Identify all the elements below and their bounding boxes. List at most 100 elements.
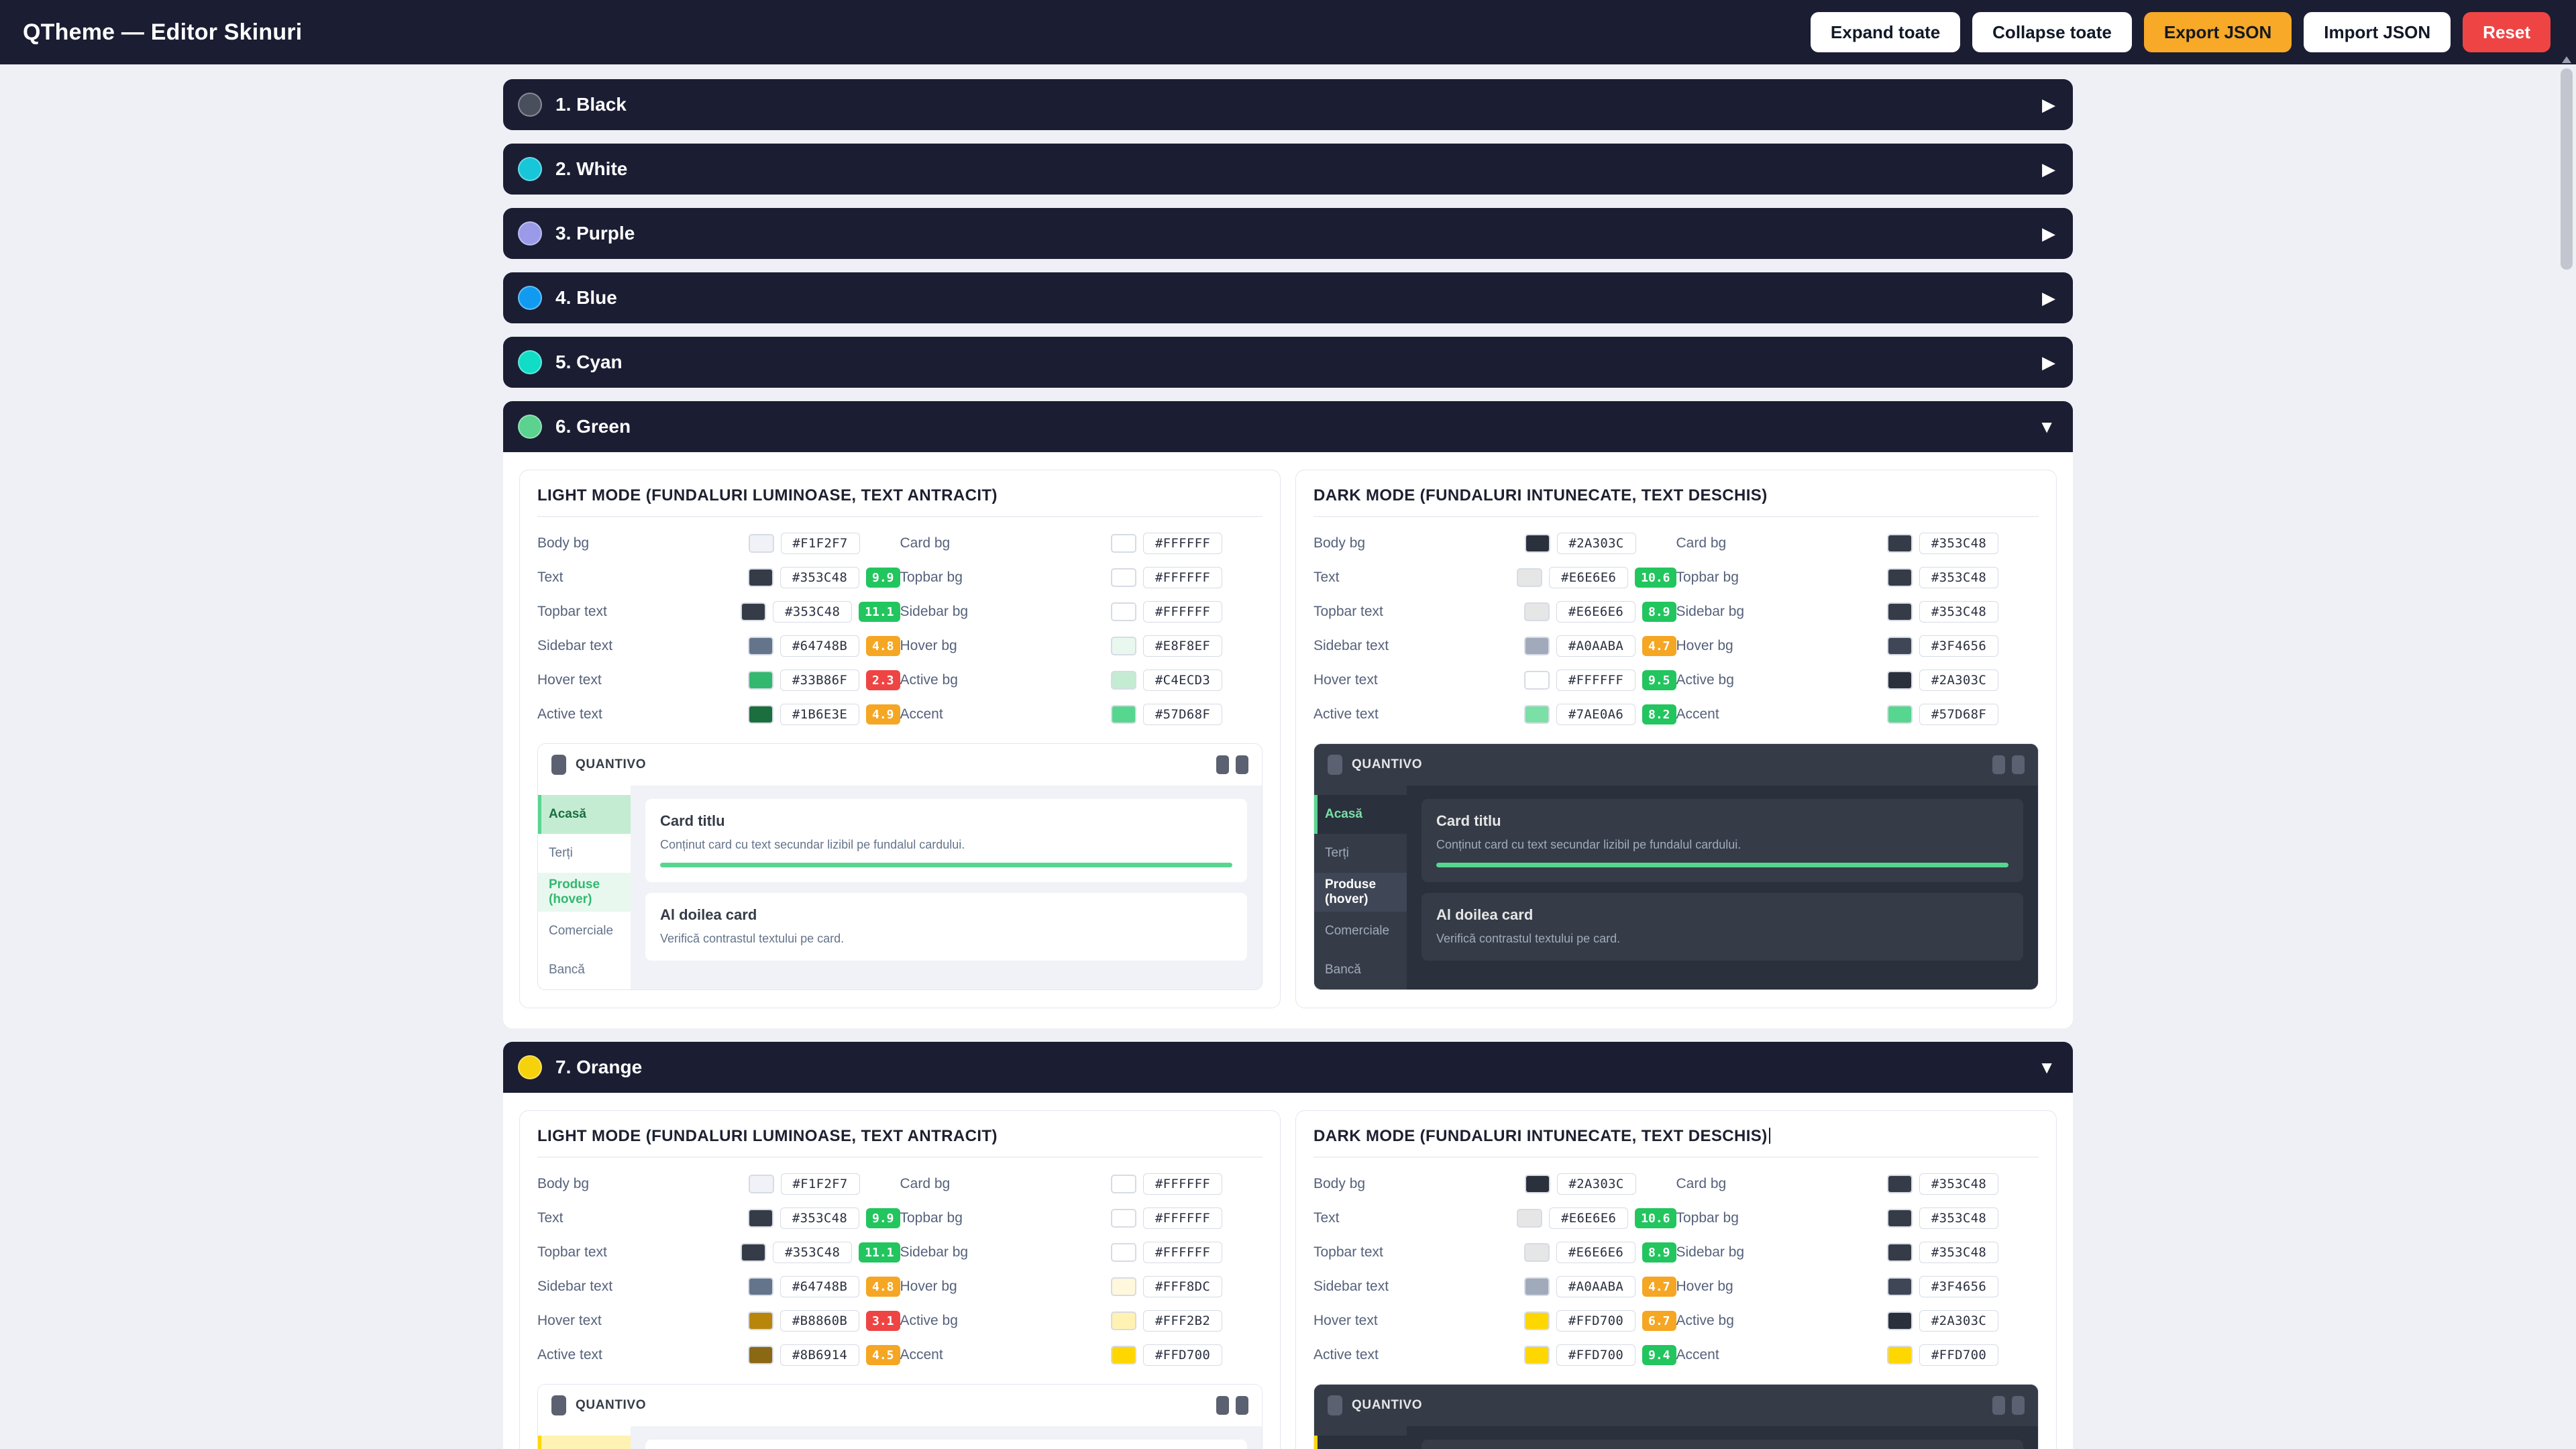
import-json-button[interactable]: Import JSON	[2304, 12, 2451, 52]
color-swatch-picker[interactable]	[747, 1277, 773, 1296]
color-swatch-picker[interactable]	[747, 1311, 773, 1330]
chevron-down-icon[interactable]: ▼	[2038, 1057, 2055, 1077]
preview-nav-item[interactable]: Acasă	[1314, 1436, 1407, 1449]
chevron-right-icon[interactable]: ▶	[2042, 352, 2055, 372]
color-swatch-picker[interactable]	[1887, 534, 1913, 553]
hex-input[interactable]: #2A303C	[1556, 533, 1636, 554]
preview-nav-item[interactable]: Terți	[549, 846, 573, 860]
color-swatch-picker[interactable]	[1111, 1209, 1136, 1228]
hex-input[interactable]: #E6E6E6	[1556, 1242, 1635, 1263]
color-swatch-picker[interactable]	[741, 602, 767, 621]
page-scrollbar[interactable]	[2557, 56, 2576, 1449]
color-swatch-picker[interactable]	[1111, 1311, 1136, 1330]
color-swatch-picker[interactable]	[747, 705, 773, 724]
hex-input[interactable]: #353C48	[773, 1242, 853, 1263]
hex-input[interactable]: #FFFFFF	[1143, 1242, 1222, 1263]
preview-control-icon[interactable]	[2012, 1396, 2025, 1415]
hex-input[interactable]: #E8F8EF	[1143, 635, 1222, 657]
hex-input[interactable]: #33B86F	[780, 669, 859, 691]
color-swatch-picker[interactable]	[1523, 637, 1550, 655]
collapse-toate-button[interactable]: Collapse toate	[1972, 12, 2132, 52]
theme-section-header[interactable]: 7. Orange ▼	[503, 1042, 2073, 1093]
color-swatch-picker[interactable]	[1887, 1243, 1913, 1262]
color-swatch-picker[interactable]	[1523, 602, 1550, 621]
hex-input[interactable]: #A0AABA	[1556, 635, 1635, 657]
hex-input[interactable]: #A0AABA	[1556, 1276, 1635, 1297]
color-swatch-picker[interactable]	[1111, 602, 1136, 621]
hex-input[interactable]: #353C48	[1919, 533, 1998, 554]
preview-nav-item[interactable]: Acasă	[538, 1436, 631, 1449]
color-swatch-picker[interactable]	[1111, 568, 1136, 587]
color-swatch-picker[interactable]	[748, 534, 774, 553]
hex-input[interactable]: #FFD700	[1556, 1310, 1635, 1332]
hex-input[interactable]: #E6E6E6	[1556, 601, 1635, 623]
hex-input[interactable]: #7AE0A6	[1556, 704, 1635, 725]
color-swatch-picker[interactable]	[741, 1243, 767, 1262]
preview-nav-item[interactable]: Produse (hover)	[538, 873, 631, 912]
color-swatch-picker[interactable]	[1524, 1175, 1550, 1193]
hex-input[interactable]: #F1F2F7	[780, 533, 860, 554]
hex-input[interactable]: #353C48	[773, 601, 853, 623]
theme-section-header[interactable]: 3. Purple ▶	[503, 208, 2073, 259]
color-swatch-picker[interactable]	[1111, 705, 1136, 724]
color-swatch-picker[interactable]	[1111, 1346, 1136, 1364]
hex-input[interactable]: #C4ECD3	[1143, 669, 1222, 691]
preview-nav-item[interactable]: Bancă	[1325, 963, 1361, 977]
hex-input[interactable]: #FFD700	[1143, 1344, 1222, 1366]
hex-input[interactable]: #64748B	[780, 635, 859, 657]
hex-input[interactable]: #FFFFFF	[1143, 601, 1222, 623]
color-swatch-picker[interactable]	[1523, 1277, 1550, 1296]
color-swatch-picker[interactable]	[747, 1346, 773, 1364]
hex-input[interactable]: #353C48	[1919, 567, 1998, 588]
hex-input[interactable]: #FFF8DC	[1143, 1276, 1222, 1297]
hex-input[interactable]: #2A303C	[1919, 669, 1998, 691]
chevron-right-icon[interactable]: ▶	[2042, 95, 2055, 115]
hex-input[interactable]: #353C48	[1919, 1242, 1998, 1263]
color-swatch-picker[interactable]	[1887, 1209, 1913, 1228]
hex-input[interactable]: #FFFFFF	[1143, 1208, 1222, 1229]
color-swatch-picker[interactable]	[1111, 637, 1136, 655]
preview-nav-item[interactable]: Bancă	[549, 963, 585, 977]
hex-input[interactable]: #FFFFFF	[1143, 533, 1222, 554]
hex-input[interactable]: #57D68F	[1919, 704, 1998, 725]
hex-input[interactable]: #8B6914	[780, 1344, 859, 1366]
theme-section-header[interactable]: 1. Black ▶	[503, 79, 2073, 130]
color-swatch-picker[interactable]	[1887, 705, 1913, 724]
hex-input[interactable]: #353C48	[780, 1208, 859, 1229]
color-swatch-picker[interactable]	[1887, 1346, 1913, 1364]
hex-input[interactable]: #353C48	[1919, 601, 1998, 623]
color-swatch-picker[interactable]	[747, 637, 773, 655]
export-json-button[interactable]: Export JSON	[2143, 12, 2292, 52]
color-swatch-picker[interactable]	[1887, 637, 1913, 655]
color-swatch-picker[interactable]	[1887, 1311, 1913, 1330]
hex-input[interactable]: #FFFFFF	[1556, 669, 1635, 691]
color-swatch-picker[interactable]	[1887, 1277, 1913, 1296]
color-swatch-picker[interactable]	[747, 671, 773, 690]
color-swatch-picker[interactable]	[1111, 1243, 1136, 1262]
hex-input[interactable]: #353C48	[780, 567, 859, 588]
scrollbar-up-arrow-icon[interactable]	[2562, 56, 2571, 63]
color-swatch-picker[interactable]	[1523, 1243, 1550, 1262]
chevron-right-icon[interactable]: ▶	[2042, 288, 2055, 308]
preview-control-icon[interactable]	[1216, 1396, 1229, 1415]
hex-input[interactable]: #B8860B	[780, 1310, 859, 1332]
color-swatch-picker[interactable]	[1517, 568, 1543, 587]
color-swatch-picker[interactable]	[748, 1175, 774, 1193]
color-swatch-picker[interactable]	[1111, 534, 1136, 553]
reset-button[interactable]: Reset	[2463, 12, 2551, 52]
hex-input[interactable]: #1B6E3E	[780, 704, 859, 725]
color-swatch-picker[interactable]	[1111, 671, 1136, 690]
preview-control-icon[interactable]	[2012, 755, 2025, 774]
hex-input[interactable]: #2A303C	[1919, 1310, 1998, 1332]
preview-control-icon[interactable]	[1216, 755, 1229, 774]
theme-section-header[interactable]: 4. Blue ▶	[503, 272, 2073, 323]
preview-nav-item[interactable]: Acasă	[1314, 795, 1407, 834]
preview-nav-item[interactable]: Terți	[1325, 846, 1349, 860]
hex-input[interactable]: #FFD700	[1556, 1344, 1635, 1366]
color-swatch-picker[interactable]	[1523, 1311, 1550, 1330]
preview-nav-item[interactable]: Comerciale	[549, 924, 614, 938]
color-swatch-picker[interactable]	[1887, 1175, 1913, 1193]
hex-input[interactable]: #F1F2F7	[780, 1173, 860, 1195]
color-swatch-picker[interactable]	[1523, 1346, 1550, 1364]
color-swatch-picker[interactable]	[1887, 671, 1913, 690]
